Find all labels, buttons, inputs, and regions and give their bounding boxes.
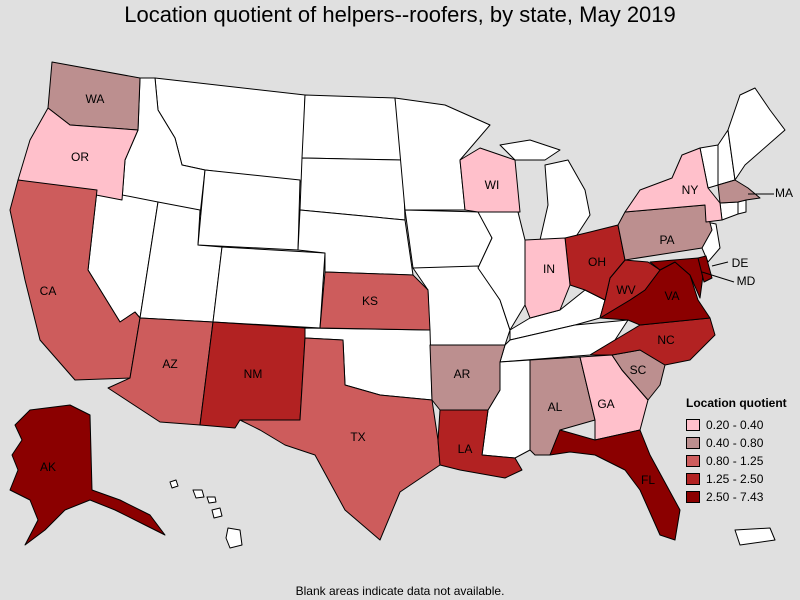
state-ct[interactable] bbox=[719, 201, 739, 221]
state-wy[interactable] bbox=[197, 169, 301, 251]
label-oh: OH bbox=[588, 255, 606, 269]
state-or[interactable] bbox=[17, 107, 139, 201]
legend: Location quotient 0.20 - 0.40 0.40 - 0.8… bbox=[686, 396, 796, 506]
legend-item: 0.80 - 1.25 bbox=[686, 452, 796, 470]
state-hi[interactable] bbox=[169, 479, 243, 549]
label-md: MD bbox=[737, 274, 756, 288]
territory-pr[interactable] bbox=[734, 527, 776, 546]
state-de[interactable] bbox=[697, 255, 713, 283]
legend-label: 0.20 - 0.40 bbox=[706, 418, 764, 432]
md-leader-line bbox=[701, 271, 735, 283]
label-sc: SC bbox=[630, 363, 647, 377]
state-ks[interactable] bbox=[319, 271, 431, 331]
label-nm: NM bbox=[244, 367, 263, 381]
label-or: OR bbox=[71, 150, 89, 164]
label-ma: MA bbox=[775, 186, 793, 200]
state-nc[interactable] bbox=[589, 317, 716, 366]
legend-item: 1.25 - 2.50 bbox=[686, 470, 796, 488]
label-tx: TX bbox=[350, 430, 365, 444]
state-nd[interactable] bbox=[301, 94, 404, 161]
state-mi[interactable] bbox=[499, 139, 591, 241]
label-ar: AR bbox=[454, 367, 471, 381]
state-ma[interactable] bbox=[717, 179, 761, 204]
state-co[interactable] bbox=[212, 246, 326, 329]
state-me[interactable] bbox=[727, 87, 786, 181]
state-in[interactable] bbox=[524, 237, 571, 319]
label-al: AL bbox=[548, 400, 563, 414]
label-nc: NC bbox=[657, 333, 675, 347]
label-ca: CA bbox=[40, 284, 57, 298]
state-fl[interactable] bbox=[549, 429, 681, 541]
label-in: IN bbox=[543, 262, 555, 276]
legend-swatch bbox=[686, 491, 700, 503]
legend-swatch bbox=[686, 473, 700, 485]
label-wi: WI bbox=[485, 178, 500, 192]
label-ny: NY bbox=[682, 183, 699, 197]
label-az: AZ bbox=[162, 357, 177, 371]
label-pa: PA bbox=[659, 233, 674, 247]
legend-label: 2.50 - 7.43 bbox=[706, 490, 764, 504]
label-wa: WA bbox=[86, 92, 105, 106]
footnote: Blank areas indicate data not available. bbox=[295, 584, 505, 598]
state-ak[interactable] bbox=[9, 404, 166, 546]
state-ny[interactable] bbox=[624, 147, 723, 223]
legend-item: 0.20 - 0.40 bbox=[686, 416, 796, 434]
de-leader-line bbox=[711, 261, 729, 267]
legend-label: 0.80 - 1.25 bbox=[706, 454, 764, 468]
label-wv: WV bbox=[616, 283, 635, 297]
legend-item: 0.40 - 0.80 bbox=[686, 434, 796, 452]
label-fl: FL bbox=[641, 473, 655, 487]
state-ar[interactable] bbox=[429, 344, 506, 411]
state-sd[interactable] bbox=[299, 157, 406, 221]
legend-label: 1.25 - 2.50 bbox=[706, 472, 764, 486]
label-ak: AK bbox=[40, 460, 56, 474]
state-oh[interactable] bbox=[564, 224, 626, 301]
label-ks: KS bbox=[362, 294, 378, 308]
label-de: DE bbox=[732, 256, 749, 270]
legend-swatch bbox=[686, 455, 700, 467]
label-la: LA bbox=[458, 442, 473, 456]
legend-swatch bbox=[686, 419, 700, 431]
map-title: Location quotient of helpers--roofers, b… bbox=[124, 2, 676, 27]
state-tx[interactable] bbox=[239, 337, 441, 541]
legend-title: Location quotient bbox=[686, 396, 787, 410]
state-la[interactable] bbox=[437, 409, 523, 479]
label-ga: GA bbox=[597, 397, 614, 411]
legend-swatch bbox=[686, 437, 700, 449]
state-wi[interactable] bbox=[459, 147, 521, 213]
label-va: VA bbox=[664, 289, 679, 303]
legend-label: 0.40 - 0.80 bbox=[706, 436, 764, 450]
legend-item: 2.50 - 7.43 bbox=[686, 488, 796, 506]
state-ia[interactable] bbox=[404, 209, 493, 269]
